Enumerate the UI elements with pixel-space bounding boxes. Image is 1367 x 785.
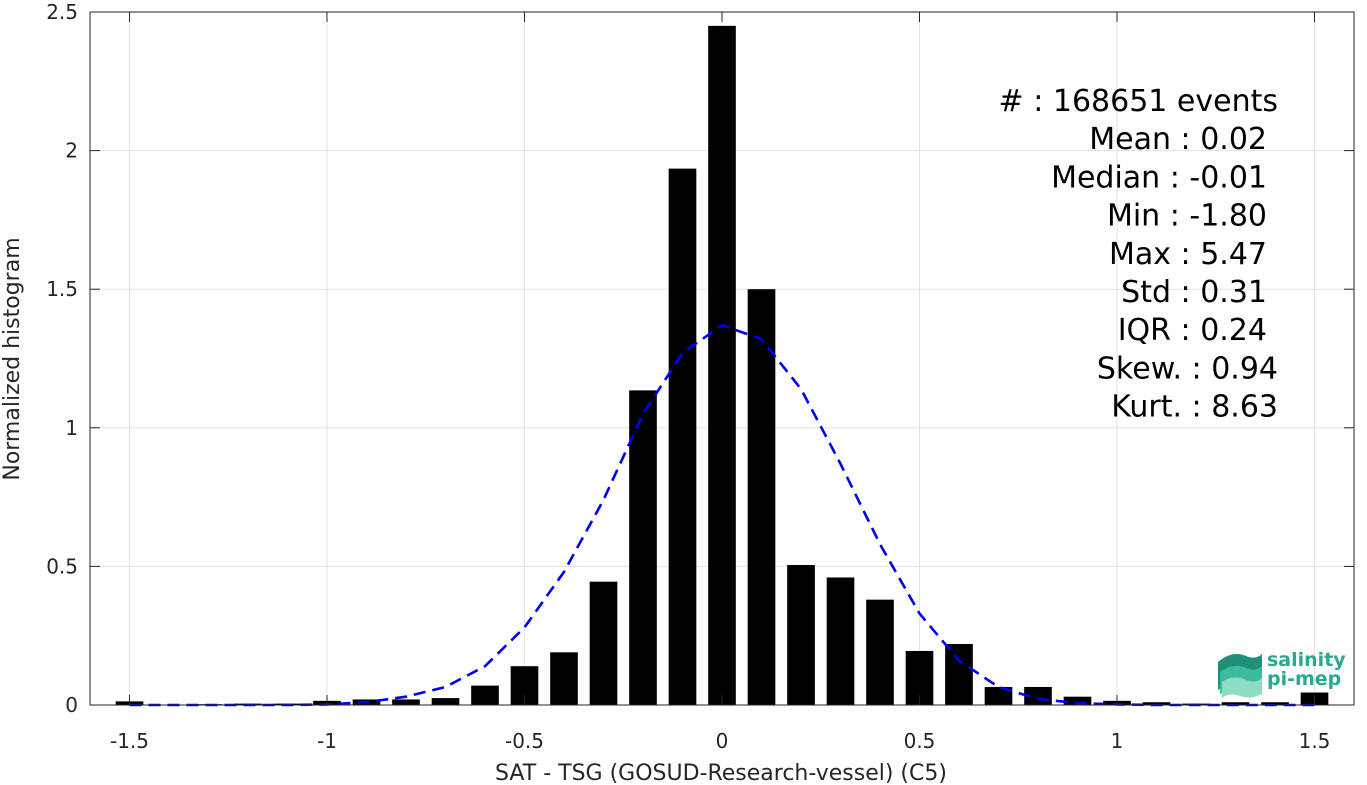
- histogram-bar: [1142, 702, 1171, 705]
- histogram-bar: [629, 390, 657, 705]
- logo-line-1: salinity: [1267, 649, 1346, 671]
- x-tick-label: 0: [716, 729, 729, 753]
- salinity-pi-mep-logo: salinity pi-mep: [1218, 649, 1346, 698]
- y-tick-label: 0: [65, 693, 78, 717]
- histogram-bar: [866, 599, 894, 705]
- histogram-bar: [1063, 696, 1092, 705]
- y-axis-label: Normalized histogram: [0, 237, 25, 480]
- stat-line: Skew. : 0.94: [1097, 351, 1278, 386]
- histogram-bar: [589, 581, 618, 705]
- stat-line: Std : 0.31: [1121, 275, 1267, 310]
- y-tick-label: 2.5: [46, 0, 78, 24]
- histogram-bar: [747, 289, 776, 705]
- histogram-bar: [392, 699, 420, 705]
- x-tick-label: 0.5: [904, 729, 936, 753]
- stat-line: # : 168651 events: [999, 84, 1278, 119]
- histogram-bar: [1221, 702, 1250, 705]
- x-tick-label: -0.5: [505, 729, 544, 753]
- stat-line: Mean : 0.02: [1089, 122, 1267, 157]
- x-tick-label: -1.5: [110, 729, 149, 753]
- histogram-bar: [945, 644, 973, 705]
- stat-line: IQR : 0.24: [1118, 313, 1267, 348]
- stat-line: Median : -0.01: [1051, 160, 1267, 195]
- y-tick-label: 1: [65, 416, 78, 440]
- stat-line: Kurt. : 8.63: [1111, 390, 1278, 425]
- y-tick-label: 0.5: [46, 554, 78, 578]
- y-tick-label: 1.5: [46, 277, 78, 301]
- x-axis-ticks: -1.5 -1 -0.5 0 0.5 1 1.5: [110, 12, 1330, 753]
- histogram-bar: [668, 168, 697, 706]
- logo-wave-icon: [1218, 654, 1262, 698]
- y-axis-ticks: 0 0.5 1 1.5 2 2.5: [46, 0, 1354, 717]
- histogram-bar: [431, 698, 460, 705]
- logo-line-2: pi-mep: [1267, 668, 1341, 690]
- histogram-bar: [787, 565, 815, 705]
- histogram-bar: [984, 686, 1013, 705]
- histogram-bars: [115, 25, 1329, 706]
- histogram-bar: [708, 25, 736, 706]
- stat-line: Max : 5.47: [1109, 237, 1267, 272]
- histogram-bar: [550, 652, 578, 705]
- histogram-bar: [1261, 702, 1289, 705]
- y-tick-label: 2: [65, 139, 78, 163]
- x-tick-label: -1: [317, 729, 337, 753]
- x-tick-label: 1.5: [1299, 729, 1331, 753]
- histogram-bar: [471, 685, 499, 705]
- histogram-bar: [826, 577, 855, 705]
- stat-line: Min : -1.80: [1107, 199, 1267, 234]
- x-tick-label: 1: [1111, 729, 1124, 753]
- x-axis-label: SAT - TSG (GOSUD-Research-vessel) (C5): [495, 761, 947, 785]
